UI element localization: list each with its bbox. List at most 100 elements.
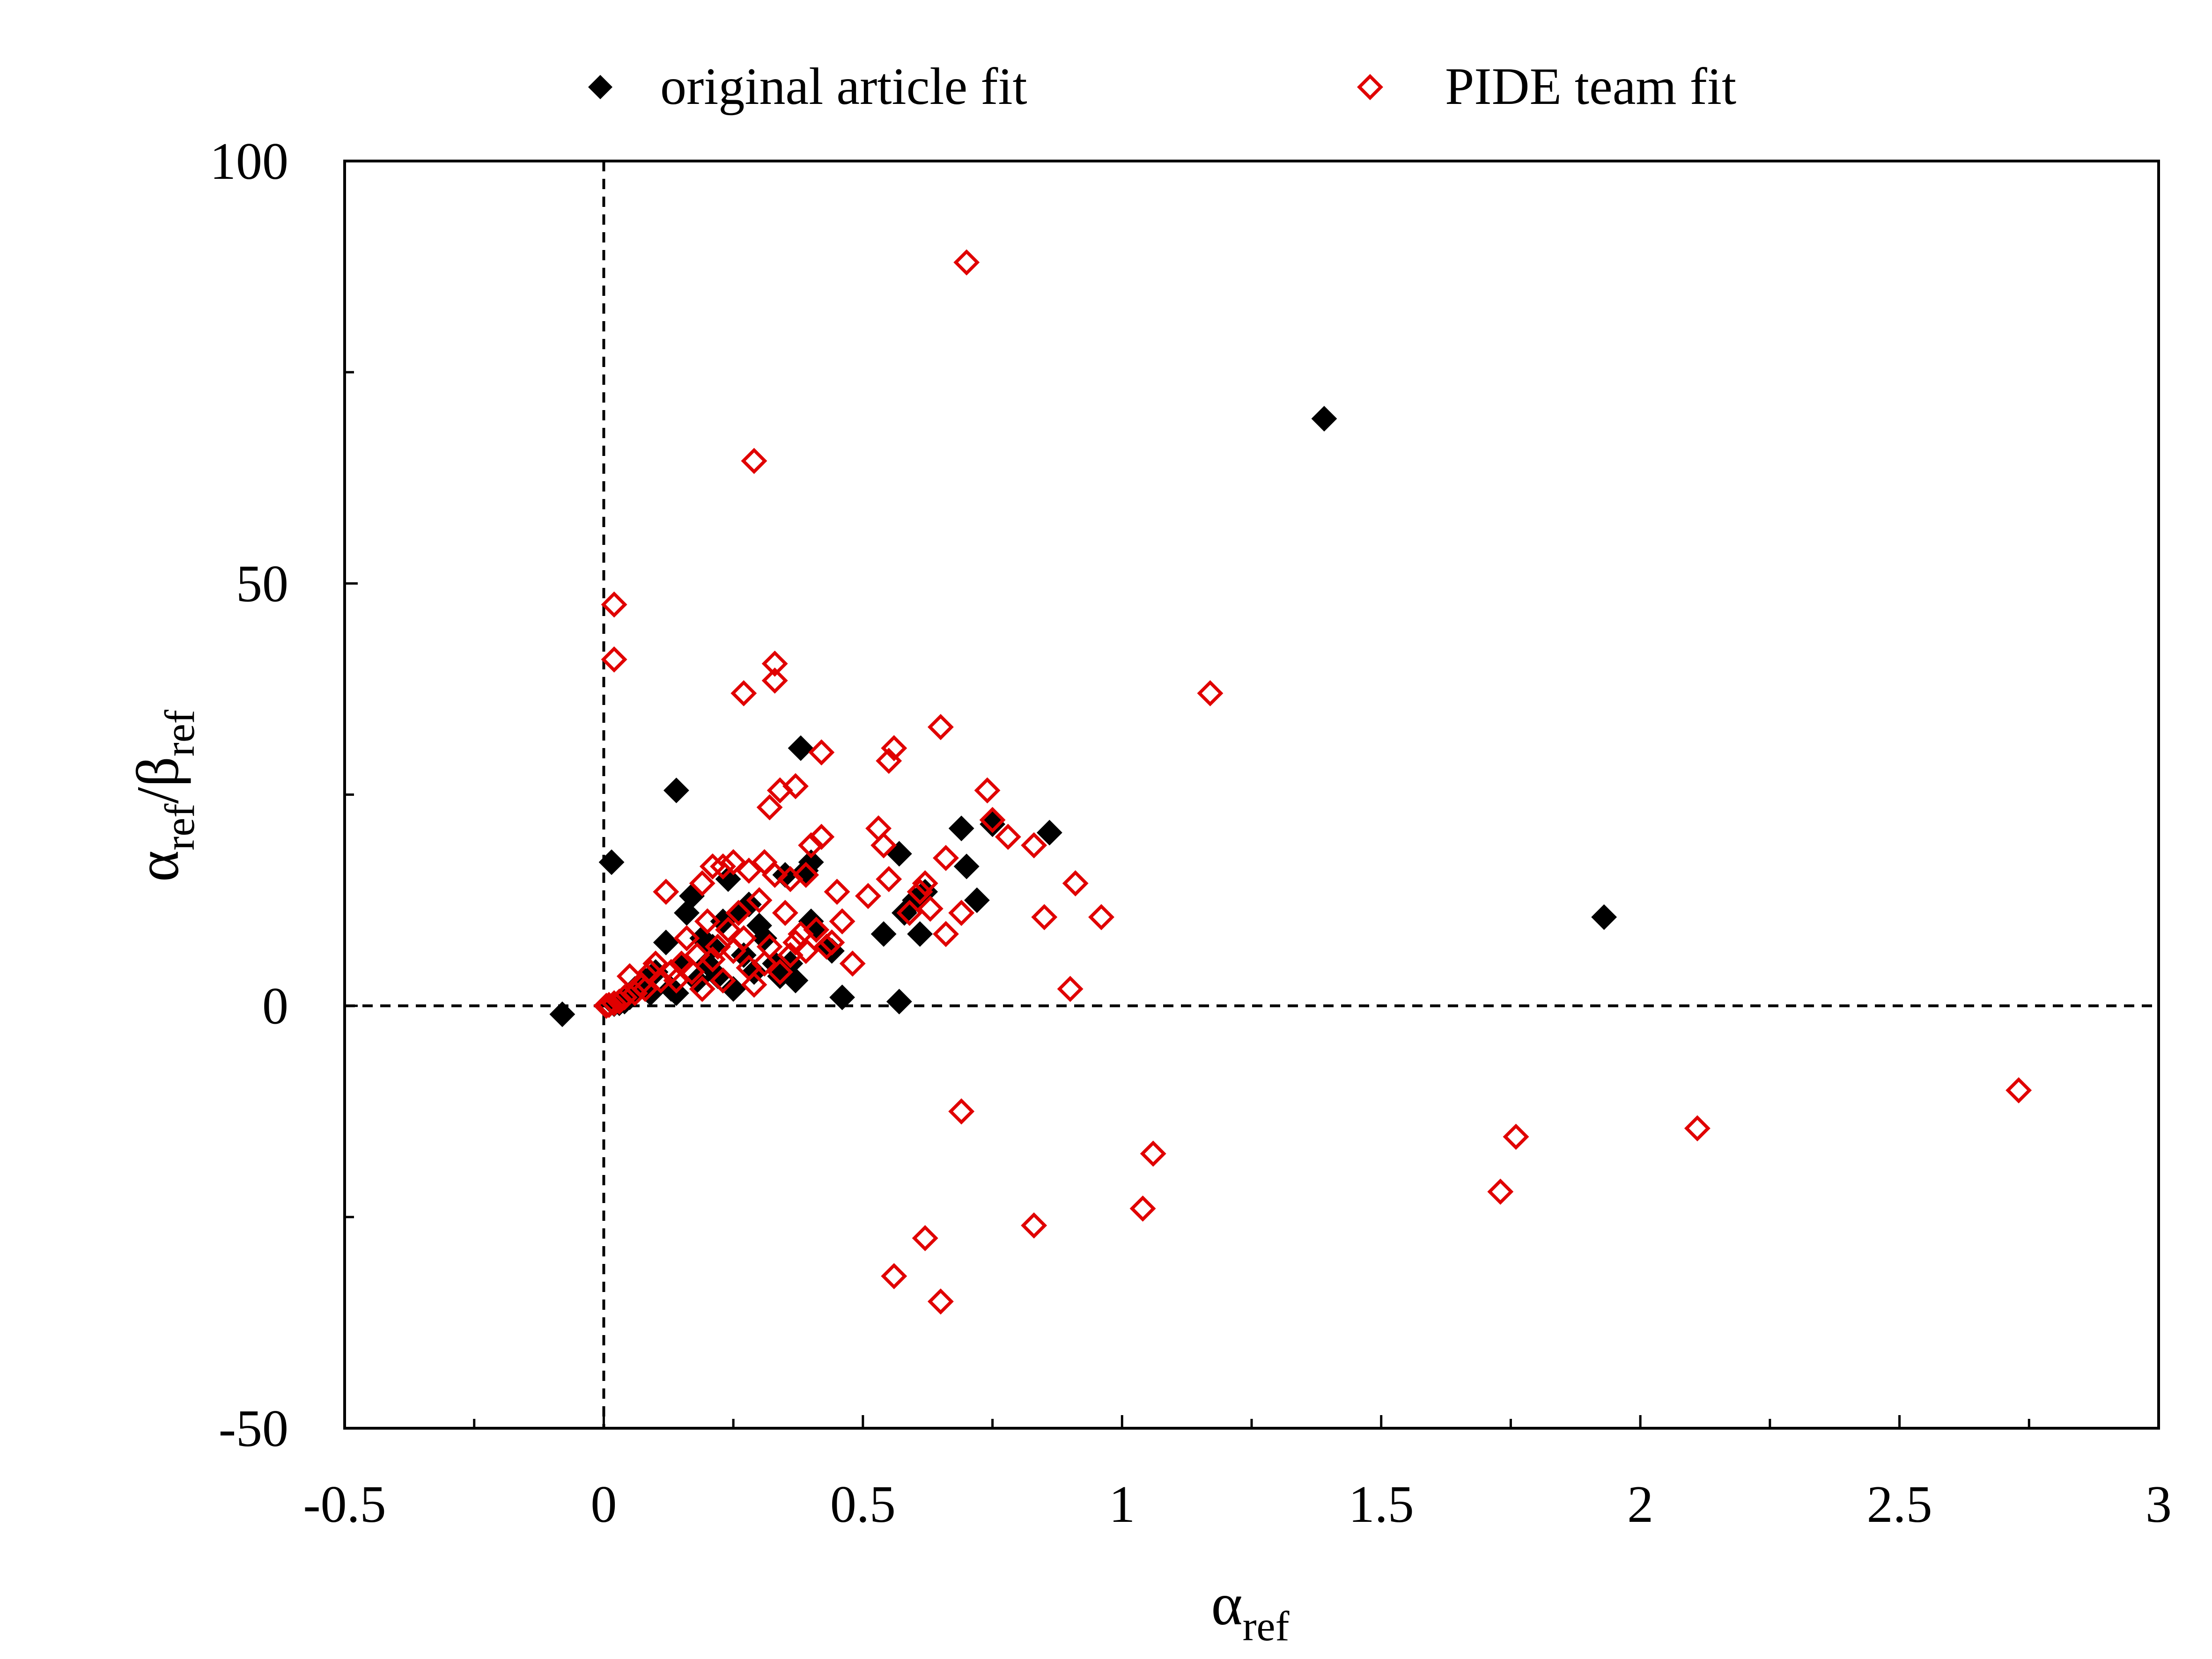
y-label-denominator-symbol: β xyxy=(125,756,191,787)
data-point-pide xyxy=(746,887,773,914)
data-point-pide xyxy=(710,967,736,994)
data-point-pide xyxy=(1129,1195,1156,1222)
data-point-original xyxy=(653,929,679,955)
data-point-pide xyxy=(813,933,840,960)
data-points xyxy=(549,249,2032,1315)
data-point-pide xyxy=(704,933,731,960)
data-point-pide xyxy=(621,980,648,1006)
data-point-pide xyxy=(1197,680,1224,706)
data-point-pide xyxy=(1062,870,1089,896)
data-point-pide xyxy=(839,950,866,977)
x-tick-label: 1.5 xyxy=(1349,1475,1414,1534)
data-point-original xyxy=(953,853,980,880)
x-tick-label: -0.5 xyxy=(303,1475,386,1534)
data-point-pide xyxy=(870,832,897,859)
data-point-original xyxy=(746,912,772,939)
data-point-pide xyxy=(767,777,793,804)
data-point-pide xyxy=(601,990,627,1017)
y-tick-label: 100 xyxy=(210,132,288,191)
data-point-pide xyxy=(736,857,762,884)
data-point-pide xyxy=(1057,976,1084,1002)
data-point-pide xyxy=(756,794,783,821)
data-point-pide xyxy=(1031,904,1058,931)
data-point-original xyxy=(886,989,912,1015)
legend: original article fit PIDE team fit xyxy=(588,58,1736,116)
data-point-pide xyxy=(699,946,726,973)
data-point-pide xyxy=(855,883,881,910)
data-point-pide xyxy=(881,735,907,762)
data-point-original xyxy=(674,900,700,926)
data-point-pide xyxy=(907,879,933,905)
data-point-original xyxy=(1036,820,1062,846)
data-point-original xyxy=(549,1001,575,1028)
data-point-pide xyxy=(772,900,798,926)
data-point-pide xyxy=(777,866,804,892)
data-point-pide xyxy=(1684,1115,1711,1142)
data-point-pide xyxy=(948,900,975,926)
data-point-pide xyxy=(798,832,825,859)
data-point-pide xyxy=(979,807,1006,833)
data-point-original xyxy=(1591,904,1617,930)
data-point-pide xyxy=(793,861,819,888)
data-point-pide xyxy=(694,908,721,935)
data-point-pide xyxy=(741,971,767,998)
data-point-pide xyxy=(1140,1140,1166,1167)
data-point-original xyxy=(829,984,855,1011)
data-point-pide xyxy=(824,879,850,905)
data-point-original xyxy=(886,841,912,867)
x-label-subscript: ref xyxy=(1243,1603,1290,1650)
x-tick-label: 0.5 xyxy=(830,1475,896,1534)
data-point-pide xyxy=(803,917,830,943)
data-point-pide xyxy=(642,950,669,977)
data-point-pide xyxy=(974,777,1001,804)
legend-label-original-article-fit: original article fit xyxy=(660,58,1027,116)
data-point-pide xyxy=(741,448,767,474)
data-point-pide xyxy=(678,959,705,985)
data-point-original xyxy=(736,891,762,918)
x-tick-label: 3 xyxy=(2146,1475,2172,1534)
data-point-pide xyxy=(2006,1077,2032,1104)
x-axis-ticks: -0.5 0 0.5 1 1.5 2 2.5 3 xyxy=(303,1415,2172,1534)
y-label-numerator-symbol: α xyxy=(125,851,191,882)
data-point-pide xyxy=(761,650,788,677)
x-tick-label: 1 xyxy=(1109,1475,1135,1534)
data-point-original xyxy=(788,735,814,761)
data-point-pide xyxy=(1503,1123,1529,1150)
data-point-pide xyxy=(808,739,835,766)
data-point-pide xyxy=(761,667,788,694)
data-point-original xyxy=(948,815,974,842)
data-point-pide xyxy=(912,870,938,896)
data-point-pide xyxy=(725,900,752,926)
data-point-pide xyxy=(948,1098,975,1125)
data-point-pide xyxy=(927,1288,954,1315)
data-point-pide xyxy=(720,938,747,964)
x-tick-label: 2 xyxy=(1627,1475,1653,1534)
data-point-pide xyxy=(1088,904,1114,931)
data-point-original xyxy=(1311,406,1337,432)
data-point-pide xyxy=(933,844,959,871)
data-point-pide xyxy=(601,646,627,673)
data-point-pide xyxy=(663,967,690,994)
y-axis-ticks: -50 0 50 100 xyxy=(210,132,358,1458)
data-point-pide xyxy=(710,853,736,880)
data-point-pide xyxy=(1021,832,1047,859)
data-point-pide xyxy=(751,950,778,977)
data-point-original xyxy=(870,921,897,947)
data-point-pide xyxy=(689,976,715,1002)
legend-item-pide-team-fit: PIDE team fit xyxy=(1357,58,1736,116)
data-point-pide xyxy=(995,823,1021,850)
data-point-pide xyxy=(912,1225,938,1251)
y-tick-label: 50 xyxy=(236,555,288,613)
legend-item-original-article-fit: original article fit xyxy=(588,58,1027,116)
data-point-original xyxy=(663,778,689,803)
y-label-numerator-subscript: ref xyxy=(157,804,203,851)
legend-label-pide-team-fit: PIDE team fit xyxy=(1445,58,1736,116)
data-point-pide xyxy=(876,748,902,774)
series-original-article-fit xyxy=(549,406,1617,1028)
data-point-pide xyxy=(782,773,809,800)
data-point-pide xyxy=(917,896,944,922)
x-axis-label: αref xyxy=(1211,1571,1290,1650)
data-point-original xyxy=(798,849,824,875)
data-point-pide xyxy=(673,925,700,952)
